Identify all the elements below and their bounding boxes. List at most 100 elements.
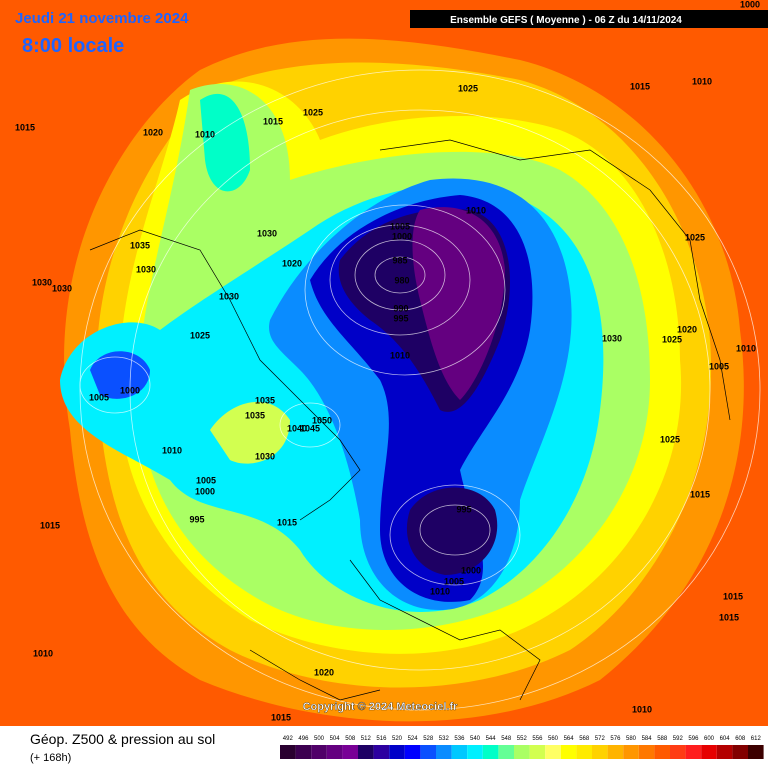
coastlines — [89, 139, 731, 701]
footer-title: Géop. Z500 & pression au sol — [30, 731, 215, 747]
scale-label: 540 — [470, 736, 481, 742]
scale-label: 544 — [486, 736, 497, 742]
scale-swatch — [638, 745, 655, 759]
scale-label: 536 — [454, 736, 465, 742]
pressure-label: 1000 — [461, 565, 481, 575]
pressure-label: 1015 — [630, 81, 650, 91]
pressure-label: 1035 — [130, 240, 150, 250]
pressure-label: 1015 — [719, 612, 739, 622]
pressure-label: 1025 — [458, 83, 478, 93]
scale-label: 608 — [735, 736, 746, 742]
pressure-label: 1045 — [300, 423, 320, 433]
pressure-label: 980 — [394, 275, 409, 285]
scale-swatch — [654, 745, 670, 759]
pressure-label: 995 — [189, 514, 204, 524]
pressure-label: 1005 — [196, 475, 216, 485]
pressure-label: 1010 — [195, 129, 215, 139]
pressure-label: 1030 — [257, 228, 277, 238]
pressure-label: 1010 — [162, 445, 182, 455]
pressure-label: 1025 — [303, 107, 323, 117]
scale-label: 500 — [314, 736, 325, 742]
scale-swatch — [404, 745, 421, 759]
scale-label: 580 — [626, 736, 637, 742]
pressure-label: 1015 — [15, 122, 35, 132]
scale-label: 588 — [657, 736, 668, 742]
local-time: 8:00 locale — [22, 35, 124, 57]
pressure-label: 1010 — [736, 343, 756, 353]
scale-swatch — [373, 745, 390, 759]
pressure-label: 990 — [393, 303, 408, 313]
pressure-label: 1015 — [690, 489, 710, 499]
pressure-label: 1030 — [602, 333, 622, 343]
pressure-label: 995 — [456, 504, 471, 514]
height-field — [0, 0, 768, 726]
scale-label: 604 — [720, 736, 731, 742]
isobars — [79, 69, 761, 711]
pressure-label: 1010 — [692, 76, 712, 86]
scale-swatch — [389, 745, 405, 759]
pressure-label: 1020 — [314, 667, 334, 677]
pressure-label: 1020 — [143, 127, 163, 137]
pressure-label: 1035 — [245, 410, 265, 420]
pressure-label: 1015 — [271, 712, 291, 722]
date: Jeudi 21 novembre 2024 — [15, 10, 189, 27]
scale-swatch — [748, 745, 764, 759]
footer-lead: (+ 168h) — [30, 752, 71, 764]
scale-label: 520 — [392, 736, 403, 742]
scale-swatch — [311, 745, 327, 759]
scale-label: 512 — [361, 736, 372, 742]
scale-label: 596 — [688, 736, 699, 742]
scale-swatch — [607, 745, 624, 759]
pressure-label: 1040 — [287, 423, 307, 433]
height-band — [210, 401, 290, 464]
pressure-label: 1015 — [40, 520, 60, 530]
scale-swatch — [358, 745, 374, 759]
pressure-label: 1030 — [255, 451, 275, 461]
scale-label: 564 — [564, 736, 575, 742]
pressure-label: 1005 — [390, 221, 410, 231]
pressure-label: 985 — [392, 255, 407, 265]
pressure-label: 1035 — [255, 395, 275, 405]
scale-label: 516 — [376, 736, 387, 742]
scale-swatch — [467, 745, 483, 759]
pressure-label: 1050 — [312, 415, 332, 425]
pressure-label: 1010 — [33, 648, 53, 658]
pressure-label: 1000 — [195, 486, 215, 496]
scale-swatch — [514, 745, 530, 759]
pressure-label: 1010 — [430, 586, 450, 596]
pressure-labels: 1000 1010 1015 1025 1025 1015 1010 1020 1015 1010… — [15, 0, 760, 722]
scale-swatch — [545, 745, 561, 759]
pressure-label: 1025 — [662, 334, 682, 344]
height-band — [90, 351, 150, 399]
height-band — [200, 93, 250, 192]
scale-swatch — [295, 745, 312, 759]
scale-label: 568 — [579, 736, 590, 742]
pressure-label: 1015 — [277, 517, 297, 527]
pressure-label: 1030 — [52, 283, 72, 293]
pressure-label: 1015 — [263, 116, 283, 126]
pressure-label: 1005 — [444, 576, 464, 586]
scale-label: 508 — [345, 736, 356, 742]
pressure-label: 1025 — [190, 330, 210, 340]
copyright: Copyright © 2024 Meteociel.fr — [303, 701, 459, 713]
scale-label: 496 — [298, 736, 309, 742]
scale-label: 532 — [439, 736, 450, 742]
pressure-label: 1005 — [89, 392, 109, 402]
scale-swatch — [498, 745, 514, 759]
run-info: Ensemble GEFS ( Moyenne ) - 06 Z du 14/1… — [450, 15, 682, 26]
scale-swatch — [529, 745, 546, 759]
scale-swatch — [685, 745, 702, 759]
pressure-label: 1025 — [685, 232, 705, 242]
scale-label: 560 — [548, 736, 559, 742]
pressure-label: 1010 — [390, 350, 410, 360]
scale-swatch — [670, 745, 686, 759]
pressure-label: 1010 — [466, 205, 486, 215]
scale-label: 572 — [595, 736, 606, 742]
scale-swatch — [592, 745, 608, 759]
scale-label: 548 — [501, 736, 512, 742]
pressure-label: 995 — [393, 313, 408, 323]
scale-label: 504 — [330, 736, 341, 742]
scale-swatch — [436, 745, 452, 759]
scale-swatch — [482, 745, 499, 759]
